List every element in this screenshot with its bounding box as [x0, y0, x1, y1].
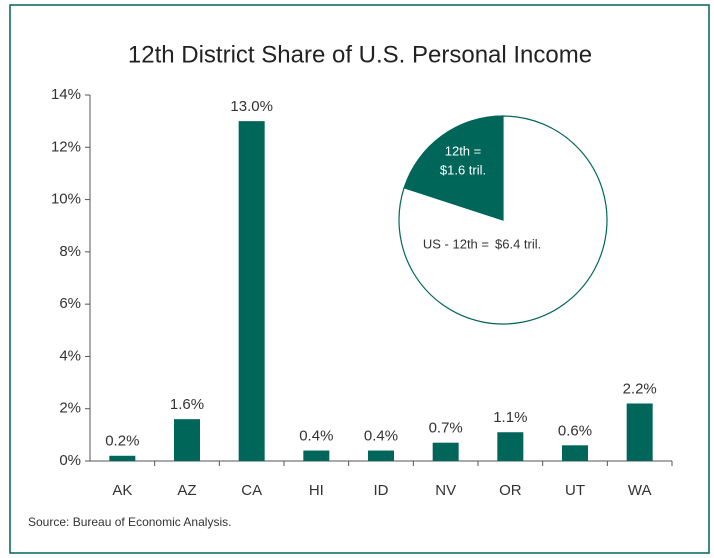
- x-tick-label: NV: [435, 482, 456, 499]
- y-tick-label: 6%: [59, 295, 81, 312]
- pie-value-label: $6.4 tril.: [495, 236, 541, 251]
- data-label: 0.4%: [364, 428, 398, 445]
- pie-label: 12th =: [445, 143, 482, 158]
- bar: [368, 450, 394, 461]
- data-label: 0.6%: [558, 422, 592, 439]
- x-tick-label: OR: [499, 482, 522, 499]
- y-tick-label: 8%: [59, 243, 81, 260]
- x-tick-label: CA: [241, 482, 262, 499]
- data-label: 0.7%: [429, 420, 463, 437]
- pie-value-label: $1.6 tril.: [440, 162, 486, 177]
- data-label: 13.0%: [230, 98, 273, 115]
- y-tick-label: 0%: [59, 452, 81, 469]
- data-label: 2.2%: [623, 380, 657, 397]
- y-tick-label: 14%: [51, 86, 81, 103]
- bar: [174, 419, 200, 461]
- data-label: 1.6%: [170, 396, 204, 413]
- y-tick-label: 4%: [59, 347, 81, 364]
- chart-title: 12th District Share of U.S. Personal Inc…: [128, 41, 592, 68]
- x-tick-label: WA: [628, 482, 652, 499]
- x-tick-label: ID: [374, 482, 389, 499]
- y-tick-label: 10%: [51, 191, 81, 208]
- data-label: 0.4%: [299, 428, 333, 445]
- bar: [109, 455, 136, 461]
- x-tick-label: AZ: [177, 482, 196, 499]
- bar: [432, 442, 459, 461]
- data-label: 0.2%: [105, 433, 139, 450]
- bar: [303, 450, 330, 461]
- bar: [497, 432, 524, 461]
- source-note: Source: Bureau of Economic Analysis.: [28, 515, 231, 529]
- y-tick-label: 12%: [51, 138, 81, 155]
- pie: [398, 115, 608, 325]
- frame: [9, 4, 710, 554]
- pie-slice: [403, 115, 504, 221]
- x-tick-label: AK: [112, 482, 132, 499]
- y-tick-label: 2%: [59, 400, 81, 417]
- x-tick-label: HI: [309, 482, 324, 499]
- bar: [238, 121, 265, 462]
- bar: [626, 403, 653, 461]
- data-label: 1.1%: [493, 409, 527, 426]
- bar: [562, 445, 588, 461]
- pie-label: US - 12th =: [423, 236, 489, 251]
- pie-slice: [398, 115, 608, 325]
- x-tick-label: UT: [565, 482, 585, 499]
